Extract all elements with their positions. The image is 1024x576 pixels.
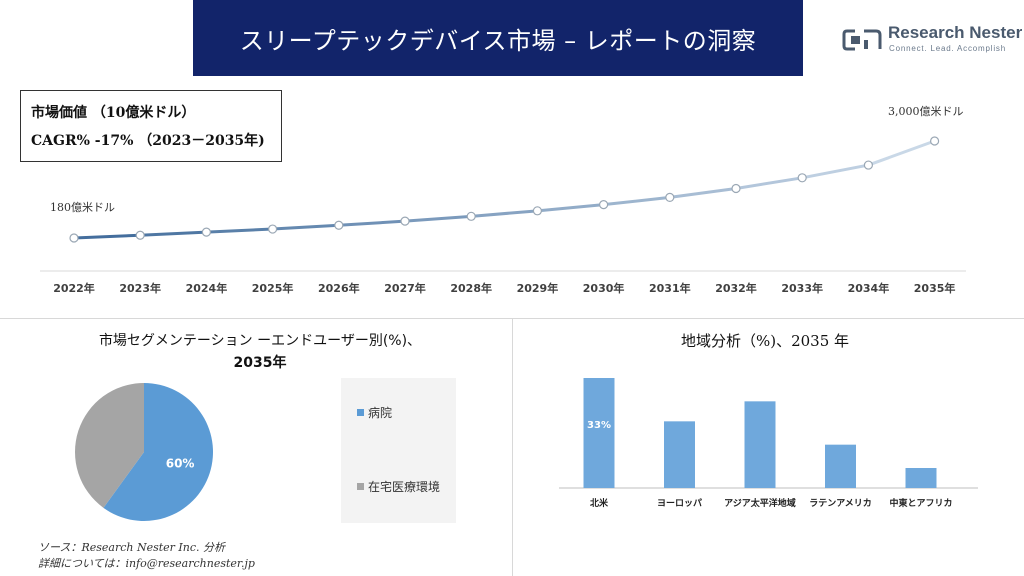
- bar-category-label: ラテンアメリカ: [809, 498, 872, 509]
- x-tick-label: 2025年: [252, 281, 294, 295]
- bar-category-label: 中東とアフリカ: [889, 497, 952, 509]
- data-point: [201, 227, 211, 237]
- data-point: [797, 173, 807, 183]
- pie-slice-0: [103, 383, 213, 521]
- cagr-label: CAGR% -17% （2023－2035年): [31, 133, 265, 149]
- x-tick-label: 2027年: [384, 281, 426, 295]
- series-line-segment: [800, 163, 870, 180]
- end-value-annotation: 3,000億米ドル: [888, 105, 964, 118]
- x-tick-label: 2022年: [53, 281, 95, 295]
- series-line-segment: [204, 227, 275, 234]
- pie-slice-1: [75, 383, 144, 508]
- pie-chart-title: 市場セグメンテーション ーエンドユーザー別(%)、 2035年: [40, 330, 480, 374]
- logo-tagline: Connect. Lead. Accomplish: [889, 44, 1006, 53]
- x-tick-label: 2023年: [119, 281, 161, 295]
- series-line-segment: [866, 139, 937, 167]
- series-line-segment: [734, 176, 804, 190]
- series-line-segment: [535, 203, 606, 213]
- bar: [825, 444, 856, 488]
- bar-value-label: 33%: [587, 420, 611, 431]
- bar: [583, 378, 615, 488]
- regional-bar-chart: 北米 33% ヨーロッパ アジア太平洋地域 ラテンアメリカ 中東とアフリカ: [559, 378, 978, 509]
- x-tick-label: 2034年: [848, 281, 890, 295]
- series-line-segment: [668, 186, 738, 199]
- x-tick-label: 2029年: [517, 281, 559, 295]
- data-point: [135, 230, 145, 240]
- data-point: [334, 220, 344, 230]
- data-point: [268, 224, 278, 234]
- x-tick-label: 2035年: [914, 281, 956, 295]
- series-line-segment: [337, 219, 407, 227]
- bar-category-label: アジア太平洋地域: [724, 497, 796, 509]
- logo-mark-icon: [842, 29, 882, 51]
- legend-swatch-hospital: [357, 409, 364, 416]
- x-tick-label: 2028年: [450, 281, 492, 295]
- data-point: [466, 211, 476, 221]
- series-line-segment: [469, 209, 539, 218]
- series-line-segment: [602, 195, 672, 207]
- bar: [664, 421, 695, 488]
- logo-name: Research Nester: [888, 23, 1023, 42]
- source-contact: 詳細については：info@researchnester.jp: [38, 557, 255, 570]
- legend-label-hospital: 病院: [368, 406, 393, 420]
- x-tick-label: 2030年: [583, 281, 625, 295]
- source-note: ソース：Research Nester Inc. 分析 詳細については：info…: [38, 540, 255, 572]
- market-info-box: 市場価値 （10億米ドル） CAGR% -17% （2023－2035年): [20, 90, 282, 162]
- start-value-annotation: 180億米ドル: [50, 201, 115, 214]
- legend-item-hospital: 病院: [357, 404, 392, 421]
- x-tick-label: 2024年: [186, 281, 228, 295]
- legend-swatch-home-care: [357, 483, 364, 490]
- section-divider-vertical: [512, 318, 513, 576]
- end-user-pie-chart: 60%: [75, 383, 213, 521]
- bar: [905, 468, 937, 488]
- pie-legend: 病院 在宅医療環境: [341, 378, 456, 523]
- bar-chart-title: 地域分析（%)、2035 年: [680, 332, 850, 350]
- series-line-segment: [138, 230, 208, 237]
- series-line-segment: [271, 223, 341, 231]
- source-line: ソース：Research Nester Inc. 分析: [38, 541, 226, 554]
- data-point: [731, 183, 741, 194]
- report-title-banner: スリープテックデバイス市場 – レポートの洞察: [193, 0, 803, 76]
- series-line-segment: [403, 214, 473, 223]
- bar: [744, 401, 776, 488]
- market-value-label: 市場価値 （10億米ドル）: [31, 105, 196, 121]
- report-title: スリープテックデバイス市場 – レポートの洞察: [239, 26, 757, 55]
- x-tick-label: 2032年: [715, 281, 757, 295]
- bar-category-label: 北米: [590, 497, 609, 509]
- x-tick-label: 2026年: [318, 281, 360, 295]
- pie-title-line1: 市場セグメンテーション ーエンドユーザー別(%)、: [98, 333, 422, 349]
- x-tick-label: 2033年: [781, 281, 823, 295]
- pie-slice-label: 60%: [166, 457, 195, 471]
- data-point: [598, 200, 609, 210]
- legend-item-home-care: 在宅医療環境: [357, 478, 440, 495]
- data-point: [532, 206, 543, 216]
- market-growth-line-chart: 2022年 2023年 2024年 2025年 2026年 2027年 2028年 2029年…: [40, 105, 966, 295]
- data-point: [69, 233, 79, 243]
- data-point: [863, 160, 874, 170]
- research-nester-logo: Research Nester Connect. Lead. Accomplis…: [842, 22, 1022, 58]
- x-tick-label: 2031年: [649, 281, 691, 295]
- pie-title-line2: 2035年: [233, 355, 287, 371]
- data-point: [665, 192, 675, 203]
- bar-category-label: ヨーロッパ: [657, 497, 702, 509]
- series-line-segment: [72, 233, 142, 240]
- data-point: [929, 136, 940, 146]
- data-point: [400, 216, 410, 226]
- legend-label-home-care: 在宅医療環境: [368, 480, 441, 494]
